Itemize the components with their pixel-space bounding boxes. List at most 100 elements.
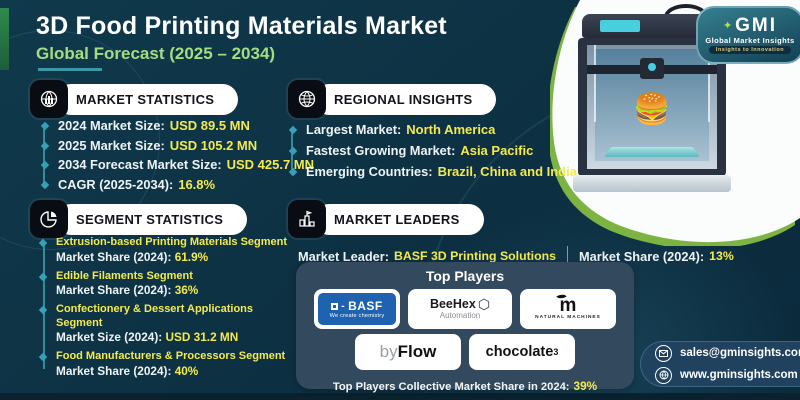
globe-icon	[655, 366, 672, 384]
insight-item: Emerging Countries: Brazil, China and Ind…	[288, 164, 577, 179]
printer-base	[573, 175, 731, 192]
timeline-line	[43, 127, 45, 185]
segment-label: Market Share (2024):	[56, 283, 172, 297]
natural-machines-mark: m	[555, 291, 576, 315]
stat-item: 2024 Market Size: USD 89.5 MN	[40, 118, 314, 133]
chocolate-sup: 3	[553, 347, 559, 357]
printer-cavity: 🍔	[587, 45, 717, 169]
insight-label: Emerging Countries:	[306, 164, 433, 179]
top-players-footer-label: Top Players Collective Market Share in 2…	[332, 381, 570, 393]
contact-panel: sales@gminsights.com www.gminsights.com	[640, 341, 800, 387]
top-players-title: Top Players	[425, 268, 505, 284]
section-header-segment-statistics: SEGMENT STATISTICS	[30, 200, 248, 238]
segment-label: Market Share (2024):	[56, 363, 172, 378]
contact-email[interactable]: sales@gminsights.com	[680, 347, 800, 359]
segment-value: 36%	[174, 283, 199, 297]
segment-name: Extrusion-based Printing Materials Segme…	[56, 236, 288, 248]
top-players-footer-value: 39%	[573, 379, 598, 393]
top-players-footer: Top Players Collective Market Share in 2…	[296, 379, 634, 393]
bar-chart-globe-icon	[30, 80, 68, 118]
timeline-marker	[38, 352, 48, 362]
top-players-logo-row-2: by Flow chocolate 3	[296, 334, 634, 370]
segment-value: 61.9%	[174, 249, 209, 264]
printer-platform	[604, 146, 700, 157]
stat-label: 2034 Forecast Market Size:	[58, 157, 222, 172]
market-share-value: 13%	[709, 249, 734, 263]
segment-item: Edible Filaments Segment Market Share (2…	[38, 270, 294, 299]
insight-value: Asia Pacific	[460, 143, 534, 158]
stat-label: CAGR (2025-2034):	[58, 176, 174, 192]
page-subtitle: Global Forecast (2025 – 2034)	[36, 44, 276, 63]
gmi-logo-tagline: Insights to Innovation	[708, 45, 792, 54]
natural-machines-caption: NATURAL MACHINES	[535, 314, 601, 320]
insight-value: Brazil, China and India	[437, 164, 577, 179]
title-accent-bar	[0, 8, 9, 70]
segment-item: Confectionery & Dessert Applications Seg…	[38, 303, 294, 345]
burger-icon: 🍔	[633, 93, 671, 127]
envelope-icon	[655, 344, 672, 362]
stat-value: USD 105.2 MN	[169, 137, 258, 153]
basf-tagline: We create chemistry	[329, 312, 385, 319]
stat-value: USD 425.7 MN	[226, 157, 315, 172]
stat-item: CAGR (2025-2034): 16.8%	[40, 176, 314, 192]
section-header-market-leaders: MARKET LEADERS	[288, 200, 484, 238]
segment-name: Food Manufacturers & Processors Segment	[56, 350, 286, 362]
page-title: 3D Food Printing Materials Market	[36, 12, 447, 40]
natural-machines-logo: m NATURAL MACHINES	[520, 289, 616, 329]
top-players-panel: Top Players - BASF We create chemistry Be…	[296, 262, 634, 393]
basf-logo-text: BASF	[348, 298, 383, 313]
segment-value: 40%	[174, 363, 199, 378]
printer-screen	[600, 20, 640, 32]
chocolate3-logo: chocolate 3	[469, 334, 575, 370]
segment-item: Extrusion-based Printing Materials Segme…	[38, 236, 294, 265]
segment-name: Confectionery & Dessert Applications Seg…	[56, 303, 254, 329]
segment-label: Market Size (2024):	[56, 330, 163, 344]
timeline-marker	[38, 272, 48, 281]
stat-label: 2024 Market Size:	[58, 118, 165, 133]
section-title: MARKET LEADERS	[314, 203, 484, 235]
stat-item: 2025 Market Size: USD 105.2 MN	[40, 137, 314, 153]
section-title: REGIONAL INSIGHTS	[314, 83, 497, 115]
market-share-label: Market Share (2024):	[578, 248, 705, 264]
byflow-prefix: by	[379, 342, 398, 361]
timeline-marker	[38, 305, 48, 315]
beehex-sub-text: Automation	[439, 311, 481, 320]
printer-body: 🍔	[578, 38, 726, 176]
insight-item: Fastest Growing Market: Asia Pacific	[288, 143, 577, 158]
gmi-logo-text: GMI	[735, 14, 778, 36]
insight-value: North America	[406, 122, 496, 137]
stat-label: 2025 Market Size:	[58, 137, 165, 153]
byflow-name: Flow	[397, 342, 437, 361]
section-header-regional-insights: REGIONAL INSIGHTS	[288, 80, 497, 118]
beehex-logo-text: BeeHex	[429, 297, 476, 311]
subtitle-underline	[38, 68, 102, 71]
chocolate-name: chocolate	[485, 344, 554, 360]
globe-icon	[288, 80, 326, 118]
regional-insights-list: Largest Market: North America Fastest Gro…	[288, 122, 577, 179]
basf-logo: - BASF We create chemistry	[314, 289, 400, 329]
section-title: SEGMENT STATISTICS	[56, 203, 248, 235]
market-leader-label: Market Leader:	[298, 248, 390, 264]
printer-rail	[594, 45, 596, 122]
contact-website-row[interactable]: www.gminsights.com	[655, 366, 800, 384]
gmi-diamond-icon: ✦	[722, 19, 733, 32]
market-leader-row: Market Leader: BASF 3D Printing Solution…	[298, 246, 734, 266]
gmi-logo: ✦ GMI Global Market Insights Insights to…	[696, 6, 800, 64]
contact-email-row[interactable]: sales@gminsights.com	[655, 344, 800, 362]
basf-square-icon	[331, 302, 339, 310]
segment-value: USD 31.2 MN	[165, 330, 239, 344]
byflow-logo: by Flow	[355, 334, 461, 370]
segment-item: Food Manufacturers & Processors Segment …	[38, 350, 294, 379]
gmi-logo-fullname: Global Market Insights	[705, 35, 795, 45]
leader-podium-icon	[288, 200, 326, 238]
insight-item: Largest Market: North America	[288, 122, 577, 137]
insight-label: Fastest Growing Market:	[306, 143, 456, 158]
segment-statistics-list: Extrusion-based Printing Materials Segme…	[38, 236, 294, 384]
top-players-logo-row-1: - BASF We create chemistry BeeHex ⬡ Automa…	[296, 289, 634, 329]
market-leader-value: BASF 3D Printing Solutions	[394, 249, 556, 263]
printer-rail	[708, 45, 710, 122]
stat-value: USD 89.5 MN	[169, 118, 250, 133]
contact-website[interactable]: www.gminsights.com	[680, 369, 798, 381]
beehex-logo: BeeHex ⬡ Automation	[408, 289, 512, 329]
